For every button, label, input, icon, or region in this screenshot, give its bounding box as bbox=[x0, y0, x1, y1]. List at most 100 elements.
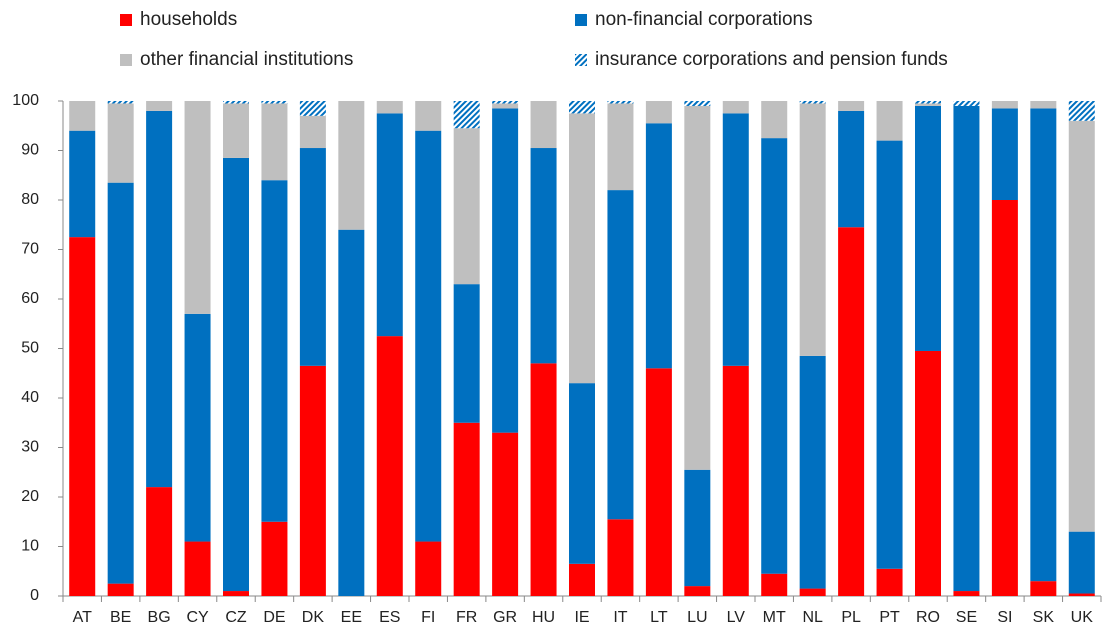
bar-segment bbox=[722, 101, 749, 114]
x-tick-label: PL bbox=[841, 609, 861, 626]
bar-segment bbox=[261, 103, 288, 181]
bar-segment bbox=[69, 101, 96, 131]
bar-segment bbox=[69, 130, 96, 238]
bar-segment bbox=[645, 123, 672, 369]
y-tick-label: 80 bbox=[21, 191, 39, 208]
y-tick-label: 0 bbox=[30, 587, 39, 604]
bar-segment bbox=[953, 105, 980, 592]
bar-segment bbox=[799, 103, 826, 356]
bar-segment bbox=[223, 101, 249, 104]
x-tick-label: PT bbox=[879, 609, 900, 626]
bar-segment bbox=[492, 101, 519, 104]
bar-segment bbox=[146, 101, 173, 111]
bar-segment bbox=[761, 101, 788, 139]
y-tick-label: 90 bbox=[21, 142, 39, 159]
bar-segment bbox=[876, 101, 903, 141]
bar-segment bbox=[607, 103, 634, 191]
bar-segment bbox=[107, 182, 134, 584]
bar-segment bbox=[223, 591, 249, 596]
y-tick-label: 70 bbox=[21, 241, 39, 258]
bar-segment bbox=[1068, 120, 1095, 532]
x-tick-label: IT bbox=[613, 609, 627, 626]
x-tick-label: AT bbox=[73, 609, 92, 626]
bar-segment bbox=[453, 128, 480, 285]
bar-segment bbox=[569, 101, 595, 114]
bar-segment bbox=[915, 103, 941, 106]
bar-segment bbox=[299, 115, 326, 149]
bar-segment bbox=[299, 365, 326, 596]
bar-segment bbox=[261, 101, 288, 104]
bar-segment bbox=[261, 521, 288, 596]
y-tick-label: 10 bbox=[21, 538, 39, 555]
legend-label: other financial institutions bbox=[140, 49, 353, 70]
bar-segment bbox=[645, 101, 672, 124]
bar-segment bbox=[453, 422, 480, 596]
x-tick-label: LV bbox=[727, 609, 746, 626]
bar-segment bbox=[223, 103, 249, 158]
bar-segment bbox=[915, 101, 941, 104]
x-tick-label: SE bbox=[956, 609, 977, 626]
bar-segment bbox=[761, 138, 788, 574]
bar-segment bbox=[184, 313, 211, 542]
bar-segment bbox=[1068, 593, 1095, 596]
bar-segment bbox=[645, 368, 672, 596]
bar-segment bbox=[799, 101, 826, 104]
legend-label: insurance corporations and pension funds bbox=[595, 49, 948, 70]
bar-segment bbox=[953, 591, 980, 596]
legend-label: households bbox=[140, 9, 237, 30]
bar-segment bbox=[107, 583, 134, 596]
x-tick-label: CY bbox=[186, 609, 209, 626]
bar-segment bbox=[915, 350, 941, 596]
bar-segment bbox=[453, 284, 480, 423]
bar-segment bbox=[107, 101, 134, 104]
bar-segment bbox=[684, 469, 711, 587]
bar-segment bbox=[569, 563, 595, 596]
x-tick-label: LT bbox=[650, 609, 668, 626]
bar-segment bbox=[184, 101, 211, 314]
y-tick-label: 30 bbox=[21, 439, 39, 456]
bar-segment bbox=[1030, 108, 1057, 582]
bar-segment bbox=[1068, 101, 1095, 121]
y-tick-label: 60 bbox=[21, 290, 39, 307]
y-tick-label: 20 bbox=[21, 488, 39, 505]
bar-segment bbox=[684, 105, 711, 470]
bar-segment bbox=[69, 237, 96, 596]
bar-segment bbox=[299, 148, 326, 366]
bar-segment bbox=[684, 101, 711, 106]
bar-segment bbox=[338, 101, 365, 230]
y-tick-label: 100 bbox=[12, 92, 39, 109]
x-tick-label: DE bbox=[263, 609, 285, 626]
x-tick-label: UK bbox=[1071, 609, 1094, 626]
bar-segment bbox=[146, 110, 173, 488]
x-tick-label: MT bbox=[763, 609, 786, 626]
bar-segment bbox=[607, 190, 634, 520]
x-tick-label: RO bbox=[916, 609, 940, 626]
bar-segment bbox=[530, 363, 557, 596]
bar-segment bbox=[376, 101, 403, 114]
x-tick-label: GR bbox=[493, 609, 517, 626]
x-tick-label: IE bbox=[574, 609, 589, 626]
bar-segment bbox=[722, 113, 749, 366]
bar-segment bbox=[607, 101, 634, 104]
bar-segment bbox=[991, 200, 1018, 596]
bar-segment bbox=[223, 157, 249, 592]
legend-swatch bbox=[120, 54, 132, 66]
bar-segment bbox=[838, 227, 865, 596]
legend-swatch bbox=[575, 14, 587, 26]
legend-swatch bbox=[120, 14, 132, 26]
x-tick-label: CZ bbox=[225, 609, 247, 626]
bar-segment bbox=[607, 519, 634, 596]
bar-segment bbox=[376, 336, 403, 596]
bar-segment bbox=[530, 101, 557, 149]
bar-segment bbox=[876, 568, 903, 596]
bar-segment bbox=[761, 573, 788, 596]
x-tick-label: LU bbox=[687, 609, 707, 626]
bar-segment bbox=[569, 383, 595, 564]
bar-segment bbox=[953, 101, 980, 106]
legend: households non-financial corporations othe… bbox=[120, 9, 948, 70]
x-tick-label: ES bbox=[379, 609, 400, 626]
bar-segment bbox=[146, 487, 173, 596]
x-tick-label: SK bbox=[1033, 609, 1055, 626]
x-tick-label: FI bbox=[421, 609, 435, 626]
